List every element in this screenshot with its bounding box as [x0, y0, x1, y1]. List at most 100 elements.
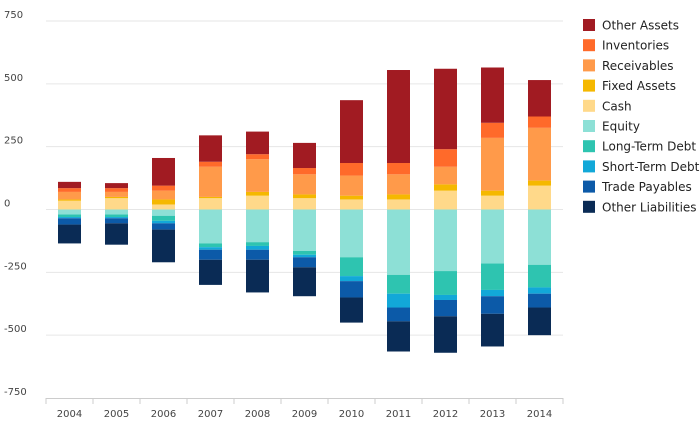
x-tick-label: 2013	[480, 409, 505, 420]
bar-inventories-2005	[105, 188, 128, 192]
bar-cash-2011	[387, 199, 410, 210]
bar-cash-2007	[199, 198, 222, 210]
legend-label: Long-Term Debt	[602, 140, 696, 154]
bar-short-term-debt-2014	[528, 287, 551, 294]
bar-other-liabilities-2010	[340, 297, 363, 323]
bar-trade-payables-2007	[199, 249, 222, 260]
legend-label: Other Liabilities	[602, 200, 697, 214]
bar-inventories-2012	[434, 149, 457, 167]
bar-fixed-assets-2010	[340, 195, 363, 200]
bar-fixed-assets-2004	[58, 199, 81, 201]
legend-item-short-term-debt[interactable]: Short-Term Debt	[583, 160, 700, 174]
bar-short-term-debt-2012	[434, 294, 457, 300]
legend-swatch	[583, 200, 595, 213]
y-tick-label: 500	[4, 73, 23, 84]
legend-label: Short-Term Debt	[602, 160, 700, 174]
bar-other-assets-2007	[199, 135, 222, 162]
bar-equity-2005	[105, 209, 128, 215]
y-tick-label: -250	[4, 261, 27, 272]
bar-equity-2004	[58, 209, 81, 215]
x-tick-label: 2009	[292, 409, 317, 420]
bar-short-term-debt-2013	[481, 289, 504, 297]
legend-item-receivables[interactable]: Receivables	[583, 59, 674, 73]
legend-swatch	[583, 140, 595, 153]
legend-swatch	[583, 39, 595, 52]
bar-long-term-debt-2007	[199, 243, 222, 248]
legend-item-trade-payables[interactable]: Trade Payables	[583, 180, 692, 194]
legend-item-other-liabilities[interactable]: Other Liabilities	[583, 200, 697, 214]
legend-item-cash[interactable]: Cash	[583, 99, 632, 113]
legend-swatch	[583, 79, 595, 92]
bar-short-term-debt-2008	[246, 245, 269, 250]
bar-short-term-debt-2009	[293, 254, 316, 258]
legend-swatch	[583, 180, 595, 193]
y-tick-label: -500	[4, 324, 27, 335]
bar-inventories-2009	[293, 168, 316, 175]
bar-fixed-assets-2007	[199, 196, 222, 199]
bar-receivables-2012	[434, 166, 457, 185]
bar-cash-2006	[152, 204, 175, 210]
bar-other-liabilities-2011	[387, 321, 410, 352]
bar-equity-2009	[293, 209, 316, 251]
bar-equity-2011	[387, 209, 410, 275]
bar-equity-2013	[481, 209, 504, 264]
legend-swatch	[583, 120, 595, 132]
legend-label: Trade Payables	[601, 180, 692, 194]
legend-label: Other Assets	[602, 19, 679, 33]
bar-receivables-2009	[293, 174, 316, 195]
bar-other-liabilities-2014	[528, 307, 551, 336]
x-axis: 2004 2005 2006 2007 2008 2009 2010 2011 2012 2013…	[45, 398, 564, 420]
bar-short-term-debt-2004	[58, 217, 81, 219]
bar-cash-2013	[481, 195, 504, 210]
x-tick-label: 2010	[339, 409, 364, 420]
legend-label: Fixed Assets	[602, 79, 676, 93]
bar-inventories-2011	[387, 163, 410, 175]
legend-item-equity[interactable]: Equity	[583, 120, 640, 134]
x-tick-label: 2012	[433, 409, 458, 420]
bars	[58, 67, 551, 353]
legend-swatch	[583, 19, 595, 31]
bar-inventories-2014	[528, 116, 551, 128]
bar-receivables-2008	[246, 159, 269, 192]
legend-item-long-term-debt[interactable]: Long-Term Debt	[583, 140, 696, 154]
bar-inventories-2008	[246, 154, 269, 160]
bar-long-term-debt-2009	[293, 250, 316, 255]
bar-long-term-debt-2012	[434, 271, 457, 295]
legend-item-fixed-assets[interactable]: Fixed Assets	[583, 79, 676, 93]
bar-trade-payables-2013	[481, 296, 504, 314]
bar-other-liabilities-2007	[199, 259, 222, 285]
bar-receivables-2004	[58, 191, 81, 200]
bar-trade-payables-2010	[340, 281, 363, 298]
bar-inventories-2010	[340, 163, 363, 176]
bar-cash-2009	[293, 198, 316, 210]
legend-item-other-assets[interactable]: Other Assets	[583, 19, 679, 33]
bar-receivables-2006	[152, 190, 175, 200]
bar-other-assets-2012	[434, 68, 457, 150]
bar-receivables-2005	[105, 191, 128, 197]
bar-equity-2008	[246, 209, 269, 243]
bar-trade-payables-2011	[387, 307, 410, 322]
bar-long-term-debt-2010	[340, 257, 363, 277]
bar-trade-payables-2014	[528, 293, 551, 308]
bar-fixed-assets-2011	[387, 194, 410, 200]
y-tick-label: 0	[4, 199, 10, 210]
bar-receivables-2013	[481, 137, 504, 191]
bar-long-term-debt-2006	[152, 215, 175, 221]
y-tick-label: 250	[4, 136, 23, 147]
y-axis-ticks: 750 500 250 0 -250 -500 -750	[4, 10, 27, 398]
bar-short-term-debt-2006	[152, 220, 175, 224]
x-tick-label: 2011	[386, 409, 411, 420]
bar-other-assets-2010	[340, 100, 363, 164]
x-tick-label: 2006	[151, 409, 176, 420]
bar-cash-2004	[58, 200, 81, 210]
x-tick-label: 2014	[527, 409, 552, 420]
bar-other-assets-2004	[58, 181, 81, 189]
legend-swatch	[583, 59, 595, 72]
bar-long-term-debt-2008	[246, 242, 269, 246]
bar-equity-2010	[340, 209, 363, 258]
bar-long-term-debt-2011	[387, 274, 410, 294]
bar-cash-2012	[434, 190, 457, 210]
bar-trade-payables-2008	[246, 249, 269, 260]
legend-item-inventories[interactable]: Inventories	[583, 39, 669, 53]
